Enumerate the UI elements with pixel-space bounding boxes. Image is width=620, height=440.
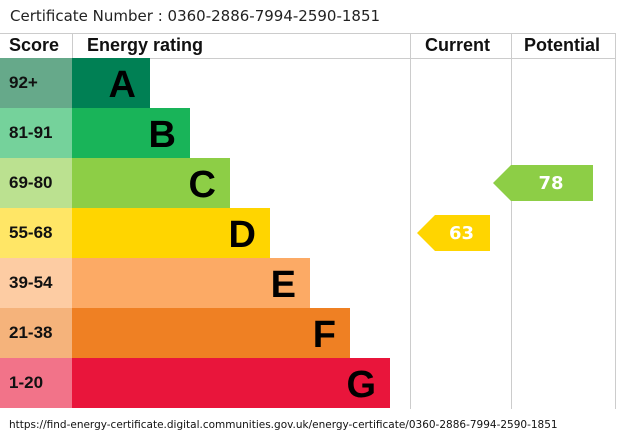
rating-bar-b: B bbox=[72, 108, 190, 158]
score-range-a: 92+ bbox=[0, 58, 72, 108]
score-range-f: 21-38 bbox=[0, 308, 72, 358]
potential-rating-arrow: 78 bbox=[493, 165, 593, 201]
certificate-url: https://find-energy-certificate.digital.… bbox=[9, 419, 558, 431]
rating-bar-c: C bbox=[72, 158, 230, 208]
score-range-e: 39-54 bbox=[0, 258, 72, 308]
column-divider bbox=[410, 33, 411, 409]
score-range-d: 55-68 bbox=[0, 208, 72, 258]
header-energy-rating: Energy rating bbox=[87, 35, 204, 55]
rating-bar-d: D bbox=[72, 208, 270, 258]
rating-bar-f: F bbox=[72, 308, 350, 358]
header-score: Score bbox=[9, 35, 60, 55]
current-rating-arrow: 63 bbox=[417, 215, 490, 251]
rating-table bbox=[0, 33, 616, 410]
certificate-number: Certificate Number : 0360-2886-7994-2590… bbox=[10, 7, 381, 25]
rating-bar-a: A bbox=[72, 58, 150, 108]
column-divider bbox=[615, 33, 616, 409]
header-divider bbox=[0, 58, 616, 59]
score-range-b: 81-91 bbox=[0, 108, 72, 158]
score-range-g: 1-20 bbox=[0, 358, 72, 408]
rating-bar-e: E bbox=[72, 258, 310, 308]
header-current: Current bbox=[425, 35, 491, 55]
rating-bar-g: G bbox=[72, 358, 390, 408]
column-divider bbox=[72, 33, 73, 58]
column-divider bbox=[511, 33, 512, 409]
score-range-c: 69-80 bbox=[0, 158, 72, 208]
header-potential: Potential bbox=[524, 35, 601, 55]
